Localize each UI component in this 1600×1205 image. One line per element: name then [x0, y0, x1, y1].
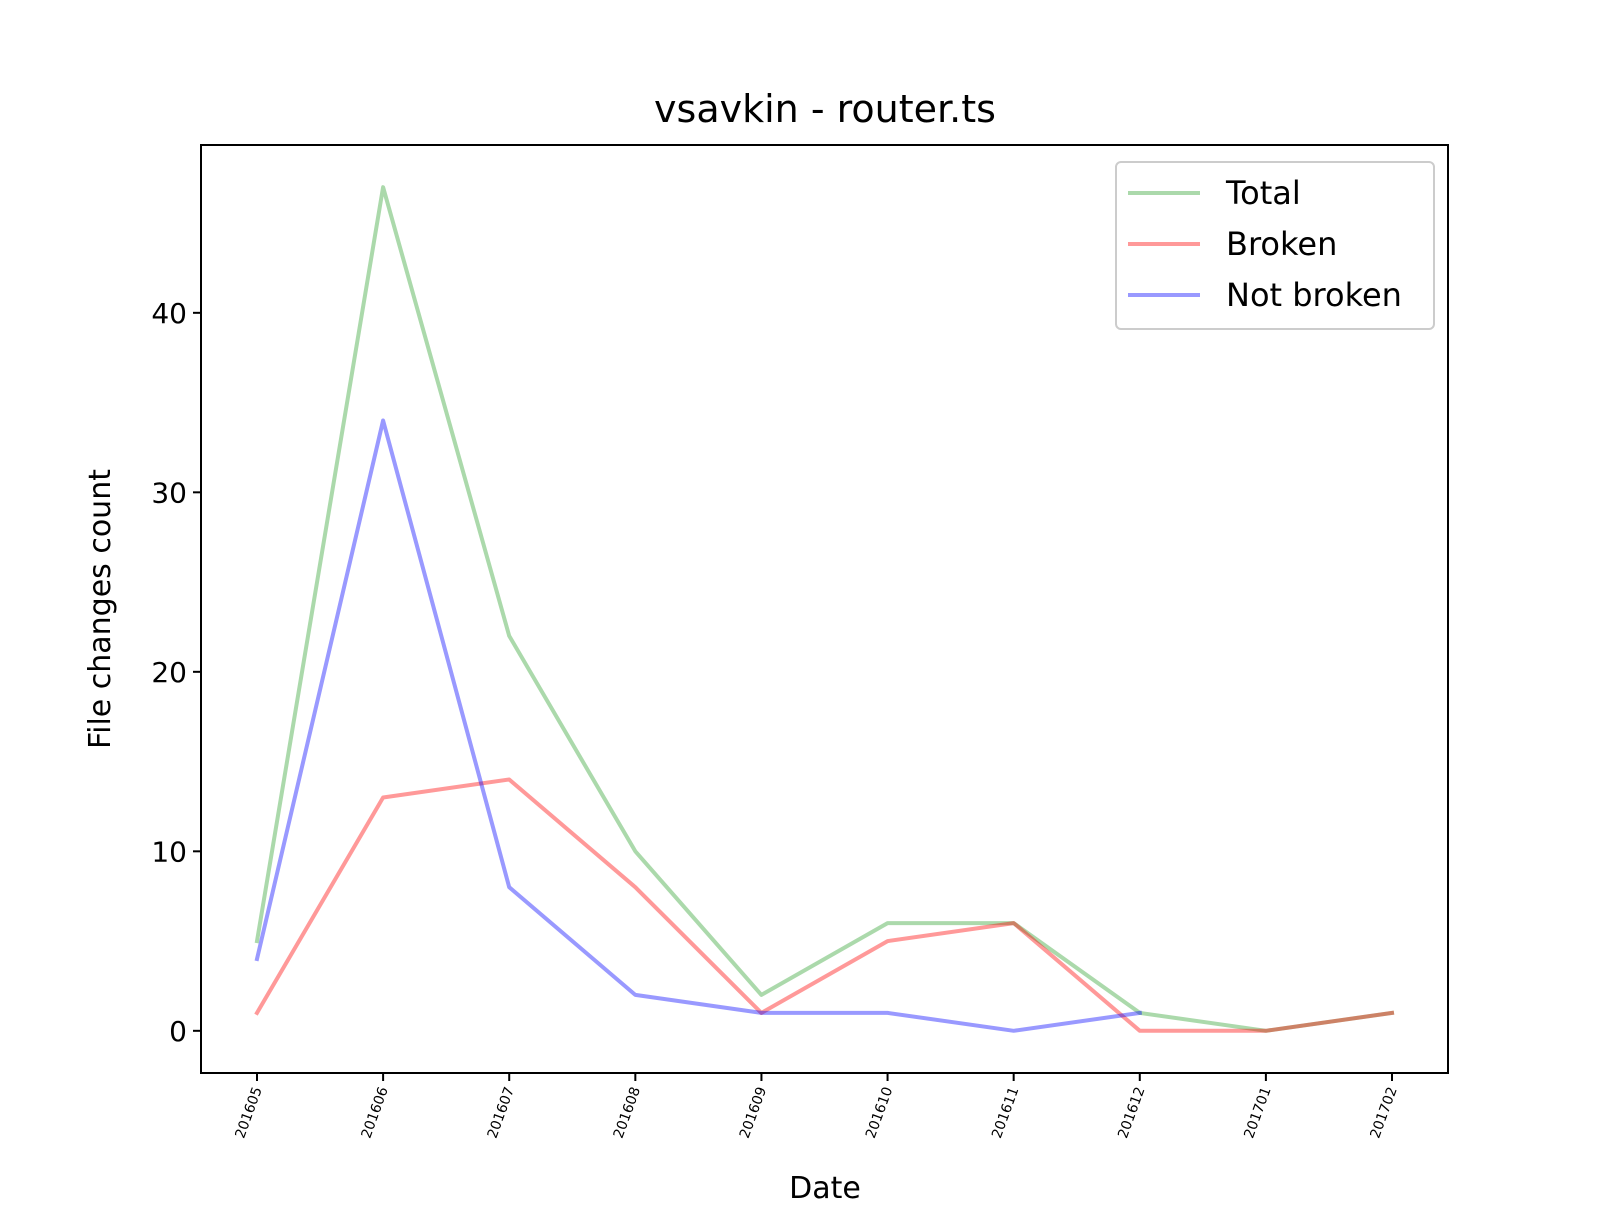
- x-tick-label: 201607: [485, 1085, 518, 1141]
- y-axis: 0 10 20 30 40: [151, 297, 201, 1048]
- y-tick-label: 20: [151, 656, 187, 689]
- x-tick-label: 201605: [232, 1085, 265, 1141]
- chart-title: vsavkin - router.ts: [654, 87, 996, 131]
- x-tick-label: 201701: [1241, 1085, 1274, 1141]
- plot-frame: [200, 144, 1449, 1074]
- x-tick-label: 201608: [611, 1085, 644, 1141]
- x-axis-label: Date: [789, 1171, 861, 1200]
- y-tick-label: 10: [151, 835, 187, 868]
- series-line-2: [254, 777, 1395, 1033]
- y-tick-label: 30: [151, 476, 187, 509]
- x-tick-label: 201702: [1367, 1085, 1400, 1141]
- y-tick-label: 0: [169, 1015, 187, 1048]
- x-axis: 201605 201606 201607 201608 201609 201610 2016…: [232, 1073, 1401, 1141]
- plot-area: [254, 185, 1395, 1033]
- x-tick-label: 201606: [359, 1085, 392, 1141]
- y-axis-label: File changes count: [83, 469, 118, 749]
- series-line-3: [254, 418, 1143, 1033]
- legend-label: Broken: [1226, 225, 1337, 263]
- x-tick-label: 201609: [737, 1085, 770, 1141]
- y-tick-label: 40: [151, 297, 187, 330]
- x-tick-label: 201611: [989, 1085, 1022, 1141]
- legend-box: [1115, 161, 1435, 330]
- series-line-1: [254, 185, 1395, 1033]
- legend-label: Total: [1225, 174, 1301, 212]
- x-tick-label: 201612: [1115, 1085, 1148, 1141]
- legend: Total Broken Not broken: [1115, 161, 1435, 330]
- legend-label: Not broken: [1226, 276, 1402, 314]
- x-tick-label: 201610: [863, 1085, 896, 1141]
